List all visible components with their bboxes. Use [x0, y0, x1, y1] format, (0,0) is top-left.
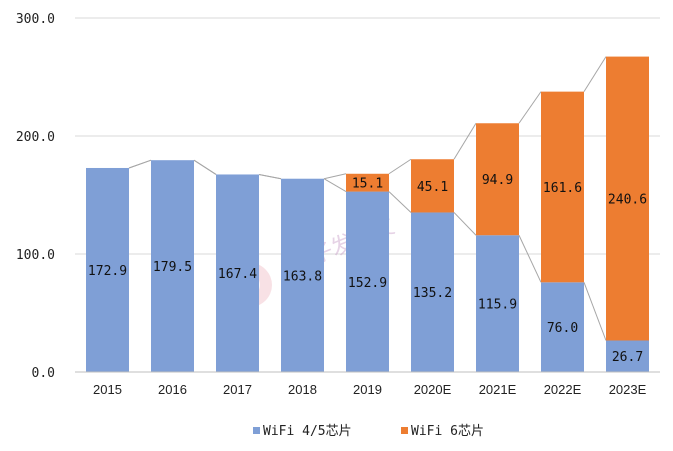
data-label: 161.6: [543, 181, 582, 196]
bar-wifi6: [346, 173, 389, 192]
data-label: 240.6: [608, 193, 647, 208]
axes: 0.0 100.0 200.0 300.0 2015 2016 2017 2018 2019 20…: [16, 12, 660, 397]
data-label: 94.9: [482, 173, 513, 188]
bar-wifi6: [606, 56, 649, 341]
data-label: 135.2: [413, 286, 452, 301]
series-line: [323, 178, 347, 193]
x-tick-label: 2018: [288, 382, 317, 397]
bar-wifi45: [541, 282, 584, 372]
legend-swatch-wifi6: [401, 427, 408, 434]
data-label: 167.4: [218, 267, 257, 282]
bar-wifi6: [541, 91, 584, 283]
bar-wifi45: [216, 174, 259, 372]
series-line: [583, 56, 607, 92]
series-line: [388, 191, 412, 213]
bars: [86, 56, 649, 372]
x-tick-label: 2021E: [479, 382, 517, 397]
bar-wifi6: [476, 123, 519, 236]
series-line: [388, 158, 412, 175]
series-line: [258, 173, 282, 180]
bar-wifi6: [411, 159, 454, 213]
x-tick-label: 2015: [93, 382, 122, 397]
y-tick-label: 200.0: [16, 130, 55, 145]
data-labels: 172.9 179.5 167.4 163.8 152.9 15.1 135.2 45.1 11…: [88, 173, 647, 365]
series-lines: [128, 56, 607, 341]
x-tick-label: 2019: [353, 382, 382, 397]
x-tick-label: 2017: [223, 382, 252, 397]
bar-wifi45: [346, 191, 389, 372]
legend-label: WiFi 6芯片: [411, 424, 484, 439]
legend-swatch-wifi45: [253, 427, 260, 434]
data-label: 26.7: [612, 350, 643, 365]
series-line: [518, 235, 542, 283]
series-line: [583, 282, 607, 341]
series-line: [128, 159, 152, 169]
x-tick-label: 2022E: [544, 382, 582, 397]
y-tick-label: 100.0: [16, 248, 55, 263]
y-tick-label: 0.0: [32, 366, 55, 381]
series-line: [323, 173, 347, 180]
bar-wifi45: [411, 212, 454, 372]
data-label: 76.0: [547, 321, 578, 336]
data-label: 172.9: [88, 264, 127, 279]
data-label: 152.9: [348, 276, 387, 291]
series-line: [518, 91, 542, 124]
x-tick-label: 2016: [158, 382, 187, 397]
data-label: 179.5: [153, 260, 192, 275]
bar-wifi45: [281, 178, 324, 372]
x-tick-label: 2020E: [414, 382, 452, 397]
bar-wifi45: [151, 160, 194, 372]
data-label: 115.9: [478, 298, 517, 313]
legend: WiFi 4/5芯片 WiFi 6芯片: [253, 424, 484, 439]
data-label: 15.1: [352, 177, 383, 192]
bar-wifi45: [606, 340, 649, 372]
y-tick-label: 300.0: [16, 12, 55, 27]
bar-wifi45: [476, 235, 519, 372]
x-tick-label: 2023E: [609, 382, 647, 397]
series-line: [193, 159, 217, 175]
bar-wifi45: [86, 167, 129, 372]
data-label: 163.8: [283, 269, 322, 284]
data-label: 45.1: [417, 180, 448, 195]
series-line: [453, 212, 477, 236]
legend-label: WiFi 4/5芯片: [263, 424, 352, 439]
series-line: [453, 122, 477, 160]
